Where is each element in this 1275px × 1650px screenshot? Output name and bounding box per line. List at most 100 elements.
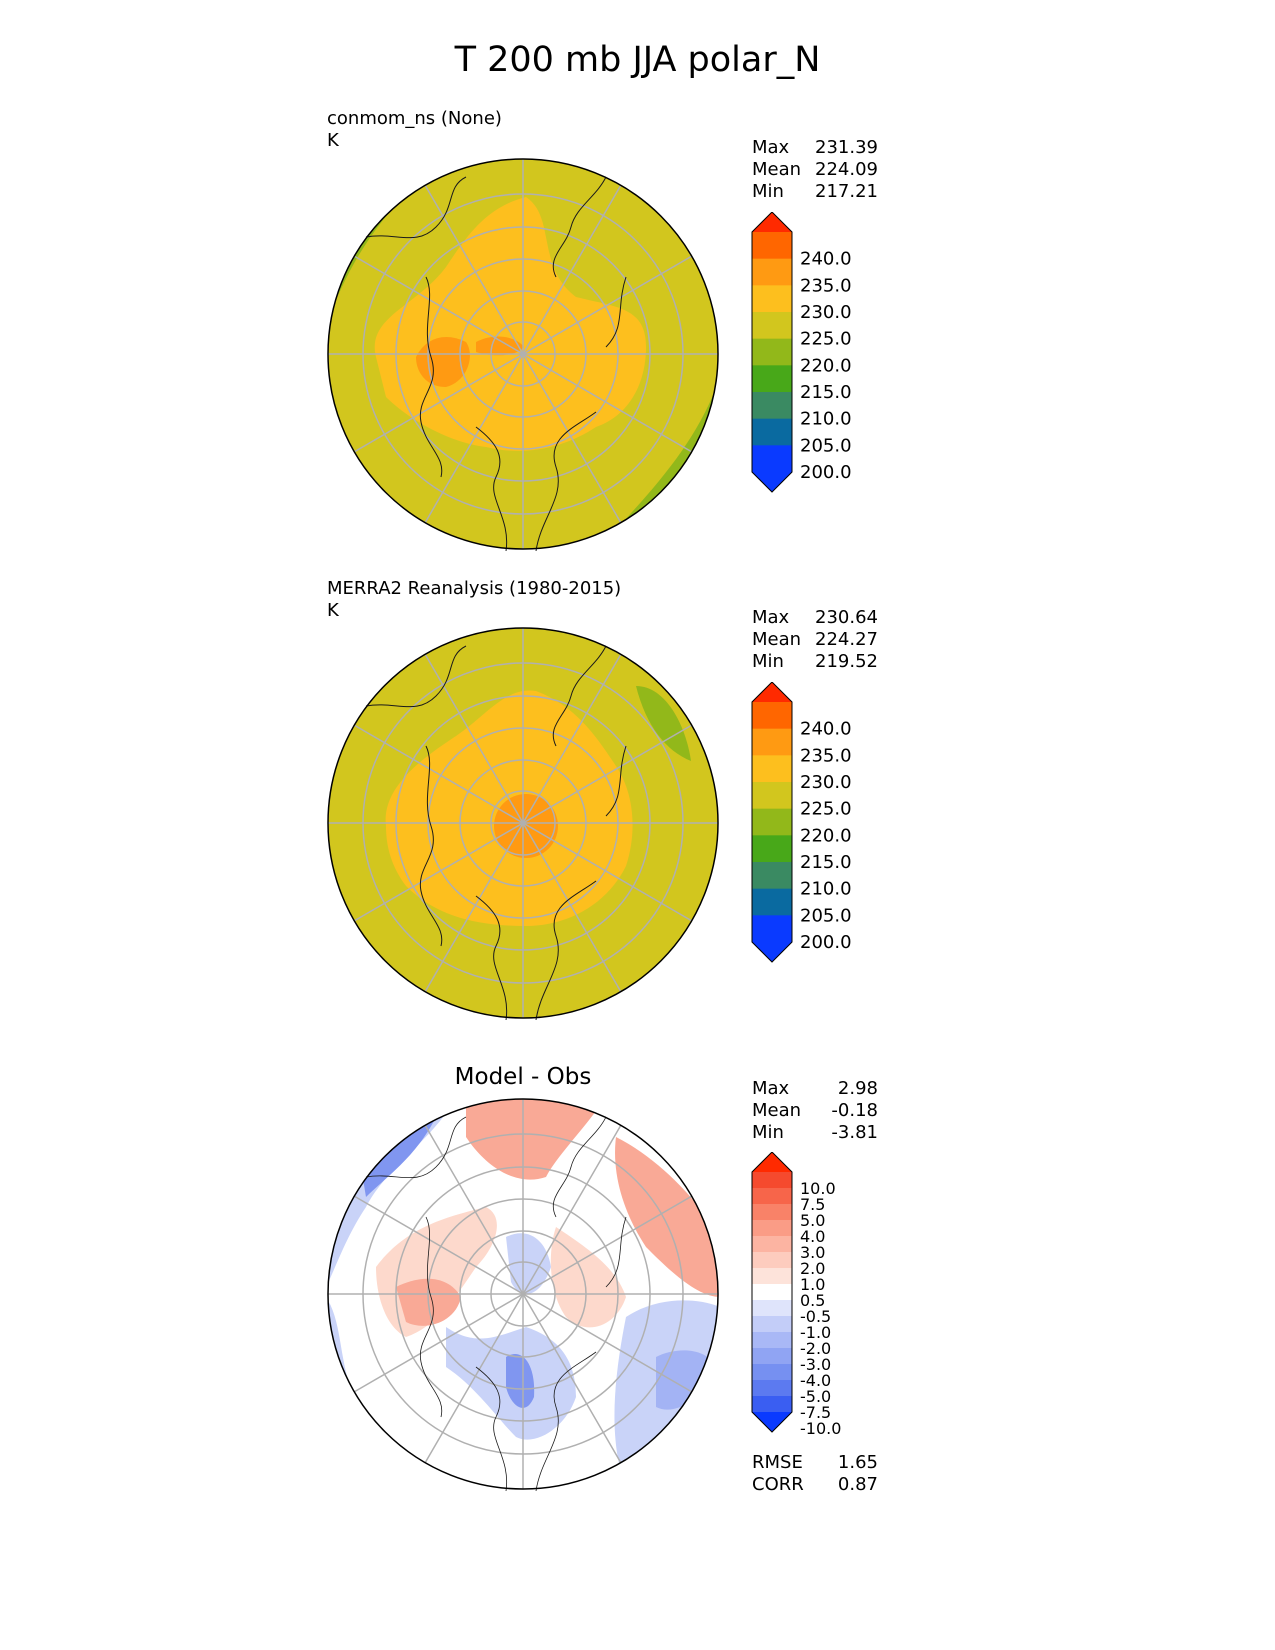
colorbar-outline: [751, 212, 793, 493]
map-fill-pos2-north: [466, 1099, 606, 1180]
polar-map-diff: [327, 1098, 719, 1491]
colorbar-diff: 10.07.55.04.03.02.01.00.5-0.5-1.0-2.0-3.…: [751, 1152, 841, 1436]
colorbar-tick-label: 235.0: [800, 275, 852, 296]
stat-value: -3.81: [831, 1122, 878, 1143]
metric-label: CORR: [752, 1474, 804, 1495]
polar-map-model: [327, 158, 719, 551]
colorbar-swatch: [752, 1172, 792, 1189]
stat-label: Min: [752, 181, 784, 202]
colorbar-swatch: [752, 835, 792, 863]
colorbar-swatch: [752, 915, 792, 943]
figure-title: T 200 mb JJA polar_N: [454, 40, 821, 80]
colorbar-tick-label: 220.0: [800, 355, 852, 376]
colorbar-swatch: [752, 258, 792, 286]
colorbar-tick-label: 10.0: [800, 1179, 836, 1198]
colorbar-tick-label: 215.0: [800, 382, 852, 403]
panel-2-stats: Max 230.64 Mean 224.27 Min 219.52: [752, 607, 878, 673]
colorbar-tick-label: -0.5: [800, 1307, 831, 1326]
stat-value: 224.09: [815, 159, 878, 180]
stat-label: Mean: [752, 1100, 802, 1121]
coastlines: [365, 1116, 627, 1491]
colorbar-swatch: [752, 1316, 792, 1333]
colorbar-swatch: [752, 1204, 792, 1221]
stat-value: 219.52: [815, 651, 878, 672]
colorbar-tick-label: -3.0: [800, 1355, 831, 1374]
colorbar-tick-label: -1.0: [800, 1323, 831, 1342]
stat-value: 231.39: [815, 137, 878, 158]
map-fill-pos2-northeast: [615, 1137, 718, 1297]
colorbar-swatch: [752, 808, 792, 836]
colorbar-swatch: [752, 1348, 792, 1365]
colorbar-tick-label: -10.0: [800, 1419, 841, 1436]
stat-label: Mean: [752, 629, 802, 650]
colorbar-tick-label: 240.0: [800, 719, 852, 740]
colorbar-tick-label: 220.0: [800, 825, 852, 846]
colorbar-swatch: [752, 1252, 792, 1269]
colorbar-tick-label: 230.0: [800, 772, 852, 793]
map-fill-neg3-south: [506, 1353, 535, 1408]
graticule: [328, 628, 718, 1018]
map-boundary: [327, 158, 719, 550]
colorbar-swatch: [752, 1236, 792, 1253]
colorbar-tick-label: -5.0: [800, 1387, 831, 1406]
stat-value: 230.64: [815, 607, 878, 628]
metric-label: RMSE: [752, 1452, 803, 1473]
map-fill-230-pole: [476, 336, 524, 356]
colorbar-tick-label: 210.0: [800, 879, 852, 900]
stat-value: 217.21: [815, 181, 878, 202]
colorbar-swatch: [752, 1380, 792, 1397]
colorbar-swatch: [752, 782, 792, 810]
colorbar-outline: [751, 682, 793, 963]
colorbar-tick-label: 4.0: [800, 1227, 825, 1246]
colorbar-extend-min: [752, 1412, 792, 1432]
panel-1-stats: Max 231.39 Mean 224.09 Min 217.21: [752, 137, 878, 203]
map-boundary: [327, 627, 719, 1019]
colorbar-tick-label: 5.0: [800, 1211, 825, 1230]
coastlines: [365, 176, 627, 551]
graticule: [328, 1099, 718, 1489]
stat-label: Max: [752, 137, 790, 158]
colorbar-tick-label: 225.0: [800, 329, 852, 350]
colorbar-outline: [751, 1152, 793, 1433]
colorbar-tick-label: 215.0: [800, 852, 852, 873]
colorbar-extend-max: [752, 1152, 792, 1172]
panel-3-stats: Max 2.98 Mean -0.18 Min -3.81: [752, 1078, 878, 1144]
colorbar-swatch: [752, 1396, 792, 1413]
colorbar-extend-max: [752, 682, 792, 702]
colorbar-tick-label: 230.0: [800, 302, 852, 323]
colorbar-tick-label: 7.5: [800, 1195, 825, 1214]
polar-map-obs: [327, 627, 719, 1020]
colorbar-swatch: [752, 1332, 792, 1349]
stat-value: -0.18: [831, 1100, 878, 1121]
stat-label: Max: [752, 1078, 790, 1099]
colorbar-swatch: [752, 1220, 792, 1237]
stat-label: Mean: [752, 159, 802, 180]
colorbar-extend-max: [752, 212, 792, 232]
stat-label: Min: [752, 1122, 784, 1143]
colorbar-tick-label: 210.0: [800, 409, 852, 430]
colorbar-swatch: [752, 392, 792, 420]
stat-value: 224.27: [815, 629, 878, 650]
panel-1-title: conmom_ns (None) K: [327, 108, 502, 152]
metric-value: 1.65: [837, 1452, 878, 1473]
map-fill-neg2-southeast: [656, 1350, 716, 1410]
colorbar-swatch: [752, 1364, 792, 1381]
colorbar-tick-label: 235.0: [800, 745, 852, 766]
stat-label: Min: [752, 651, 784, 672]
colorbar-tick-label: 200.0: [800, 462, 852, 483]
colorbar-swatch: [752, 285, 792, 313]
graticule: [328, 159, 718, 549]
colorbar-tick-label: 1.0: [800, 1275, 825, 1294]
map-fill-230: [494, 794, 558, 858]
colorbar-swatch: [752, 755, 792, 783]
coastlines: [365, 645, 627, 1020]
panel-1-units: K: [327, 130, 339, 151]
map-boundary: [327, 1098, 719, 1490]
colorbar-tick-label: 3.0: [800, 1243, 825, 1262]
panel-3-title: Model - Obs: [454, 1064, 592, 1090]
colorbar-swatch: [752, 338, 792, 366]
panel-2-name: MERRA2 Reanalysis (1980-2015): [327, 578, 622, 599]
panel-1-name: conmom_ns (None): [327, 108, 502, 129]
colorbar-swatch: [752, 1188, 792, 1205]
colorbar-swatch: [752, 862, 792, 890]
